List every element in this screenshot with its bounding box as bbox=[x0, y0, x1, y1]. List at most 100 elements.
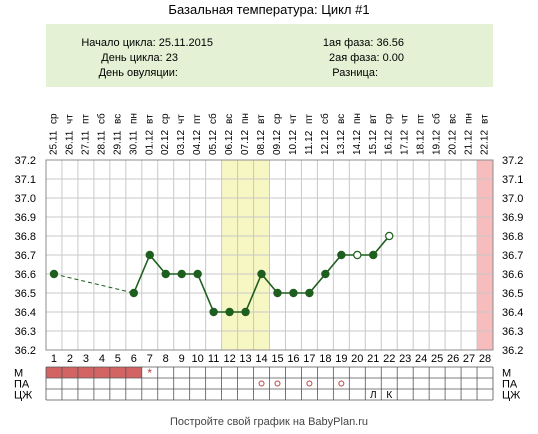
menses-cell bbox=[77, 367, 94, 378]
ovulation-day: День овуляции: bbox=[99, 67, 178, 79]
date-label: 01.12 bbox=[144, 130, 155, 155]
chart-title: Базальная температура: Цикл #1 bbox=[168, 2, 369, 17]
cycle-start: Начало цикла: 25.11.2015 bbox=[81, 37, 213, 49]
weekday-label: вс bbox=[224, 114, 235, 124]
y-axis-right: 36.2 36.3 36.4 36.5 36.6 36.7 36.8 36.9 37.0 37.1… bbox=[502, 155, 523, 357]
y-axis-left: 36.2 36.3 36.4 36.5 36.6 36.7 36.8 36.9 37.0 37.1… bbox=[15, 155, 36, 357]
date-label: 26.11 bbox=[64, 130, 75, 155]
line-segment bbox=[196, 273, 215, 313]
day-number: 7 bbox=[147, 353, 153, 365]
day-number: 27 bbox=[463, 353, 475, 365]
data-point bbox=[209, 307, 218, 317]
y-tick-right: 36.4 bbox=[502, 307, 523, 319]
date-label: 17.12 bbox=[400, 130, 411, 155]
y-tick-right: 36.3 bbox=[502, 326, 523, 338]
difference: Разница: bbox=[332, 67, 378, 79]
open-point bbox=[385, 231, 394, 241]
weekday-label: вс bbox=[336, 114, 347, 124]
date-label: 07.12 bbox=[240, 130, 251, 155]
data-point bbox=[273, 288, 282, 298]
weekday-label: чт bbox=[288, 114, 299, 124]
row-pa-label-left: ПА bbox=[14, 379, 30, 391]
day-number: 26 bbox=[447, 353, 459, 365]
phase1: 1ая фаза: 36.56 bbox=[323, 37, 404, 49]
cycle-day: День цикла: 23 bbox=[101, 52, 178, 64]
date-label: 28.11 bbox=[96, 130, 107, 155]
y-tick-left: 37.1 bbox=[15, 174, 36, 186]
weekday-label: вт bbox=[368, 114, 379, 124]
day-number: 18 bbox=[319, 353, 331, 365]
day-number: 12 bbox=[223, 353, 235, 365]
weekday-label: ср bbox=[48, 113, 59, 124]
date-label: 05.12 bbox=[208, 130, 219, 155]
weekday-label: ср bbox=[272, 113, 283, 124]
grid bbox=[45, 159, 494, 351]
weekday-label: чт bbox=[400, 114, 411, 124]
pa-circle bbox=[306, 380, 313, 387]
day-number: 3 bbox=[83, 353, 89, 365]
date-label: 04.12 bbox=[192, 130, 203, 155]
date-label: 08.12 bbox=[256, 130, 267, 155]
date-label: 14.12 bbox=[352, 130, 363, 155]
data-point bbox=[193, 269, 202, 279]
y-tick-left: 36.9 bbox=[15, 212, 36, 224]
czh-mark: Л bbox=[370, 390, 377, 401]
day-number: 24 bbox=[415, 353, 427, 365]
weekday-label: вс bbox=[112, 114, 123, 124]
data-point bbox=[177, 269, 186, 279]
day-number: 9 bbox=[179, 353, 185, 365]
y-tick-right: 36.5 bbox=[502, 288, 523, 300]
data-point bbox=[241, 307, 250, 317]
weekday-label: сб bbox=[95, 113, 107, 124]
row-czh-label-right: ЦЖ bbox=[502, 390, 520, 402]
day-number: 28 bbox=[479, 353, 491, 365]
date-label: 19.12 bbox=[432, 130, 443, 155]
day-number: 21 bbox=[367, 353, 379, 365]
day-number: 5 bbox=[115, 353, 121, 365]
date-labels: 25.11 26.11 27.11 28.11 29.11 30.11 01.12 02.12… bbox=[48, 130, 490, 155]
date-label: 13.12 bbox=[336, 130, 347, 155]
temperature-series bbox=[49, 231, 394, 317]
footer-text[interactable]: Постройте свой график на BabyPlan.ru bbox=[170, 416, 368, 428]
weekday-label: ср bbox=[384, 113, 395, 124]
date-label: 22.12 bbox=[480, 130, 491, 155]
weekday-label: сб bbox=[431, 113, 443, 124]
date-label: 27.11 bbox=[80, 130, 91, 155]
day-number: 11 bbox=[208, 353, 219, 365]
menses-cell bbox=[109, 367, 126, 378]
date-label: 09.12 bbox=[272, 130, 283, 155]
menses-cell bbox=[125, 367, 142, 378]
date-label: 06.12 bbox=[224, 130, 235, 155]
day-number: 2 bbox=[67, 353, 73, 365]
date-label: 25.11 bbox=[48, 130, 59, 155]
data-point bbox=[321, 269, 330, 279]
weekday-label: чт bbox=[64, 114, 75, 124]
data-point bbox=[369, 250, 378, 260]
date-label: 15.12 bbox=[368, 130, 379, 155]
data-point bbox=[289, 288, 298, 298]
weekday-label: пн bbox=[464, 113, 475, 124]
day-number: 23 bbox=[399, 353, 411, 365]
weekday-label: пт bbox=[80, 114, 91, 124]
menses-cell bbox=[46, 367, 62, 378]
day-number: 15 bbox=[271, 353, 283, 365]
menses-cell bbox=[93, 367, 110, 378]
day-number: 4 bbox=[99, 353, 105, 365]
weekday-label: пт bbox=[192, 114, 203, 124]
y-tick-left: 37.0 bbox=[15, 193, 36, 205]
weekday-label: вт bbox=[144, 114, 155, 124]
menses-cell bbox=[61, 367, 78, 378]
y-tick-left: 36.2 bbox=[15, 345, 36, 357]
day-number: 19 bbox=[335, 353, 347, 365]
y-tick-right: 36.7 bbox=[502, 250, 523, 262]
y-tick-right: 36.6 bbox=[502, 269, 523, 281]
day-number: 14 bbox=[255, 353, 267, 365]
weekday-label: пн bbox=[352, 113, 363, 124]
weekday-label: сб bbox=[319, 113, 331, 124]
data-point bbox=[161, 269, 170, 279]
phase2: 2ая фаза: 0.00 bbox=[329, 52, 404, 64]
day-number: 13 bbox=[239, 353, 251, 365]
date-label: 10.12 bbox=[288, 130, 299, 155]
